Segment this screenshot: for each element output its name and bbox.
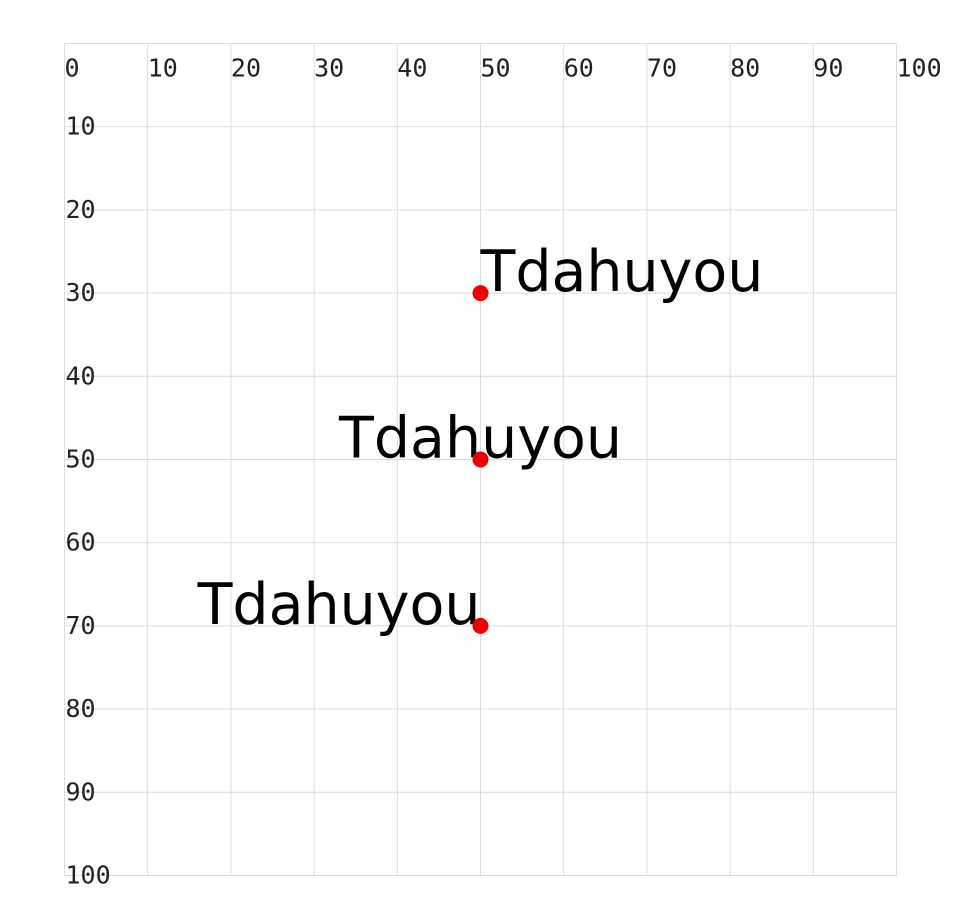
x-tick-label: 30: [314, 54, 344, 83]
y-tick-label: 80: [66, 694, 96, 723]
y-tick-label: 60: [66, 528, 96, 557]
x-tick-label: 90: [813, 54, 843, 83]
x-axis-ticks: 0 10 20 30 40 50 60 70 80 90 100: [65, 54, 942, 83]
x-tick-label: 40: [397, 54, 427, 83]
text-sample-end: Tdahuyou: [197, 572, 481, 638]
x-tick-label: 60: [564, 54, 594, 83]
x-tick-label: 10: [148, 54, 178, 83]
y-tick-label: 10: [66, 112, 96, 141]
y-tick-label: 20: [66, 195, 96, 224]
y-tick-label: 90: [66, 777, 96, 806]
x-tick-label: 50: [481, 54, 511, 83]
grid-lines: [64, 43, 897, 876]
text-sample-start: Tdahuyou: [480, 239, 764, 305]
y-tick-label: 100: [66, 861, 111, 890]
anchor-point-marker: [472, 617, 489, 634]
x-tick-label: 100: [897, 54, 942, 83]
y-tick-label: 70: [66, 611, 96, 640]
anchor-point-marker: [472, 451, 489, 468]
x-tick-label: 80: [730, 54, 760, 83]
anchor-point-marker: [472, 285, 489, 302]
y-axis-ticks: 10 20 30 40 50 60 70 80 90 100: [66, 112, 111, 890]
y-tick-label: 40: [66, 361, 96, 390]
y-tick-label: 30: [66, 278, 96, 307]
x-tick-label: 70: [647, 54, 677, 83]
x-tick-label: 0: [65, 54, 80, 83]
y-tick-label: 50: [66, 445, 96, 474]
x-tick-label: 20: [231, 54, 261, 83]
